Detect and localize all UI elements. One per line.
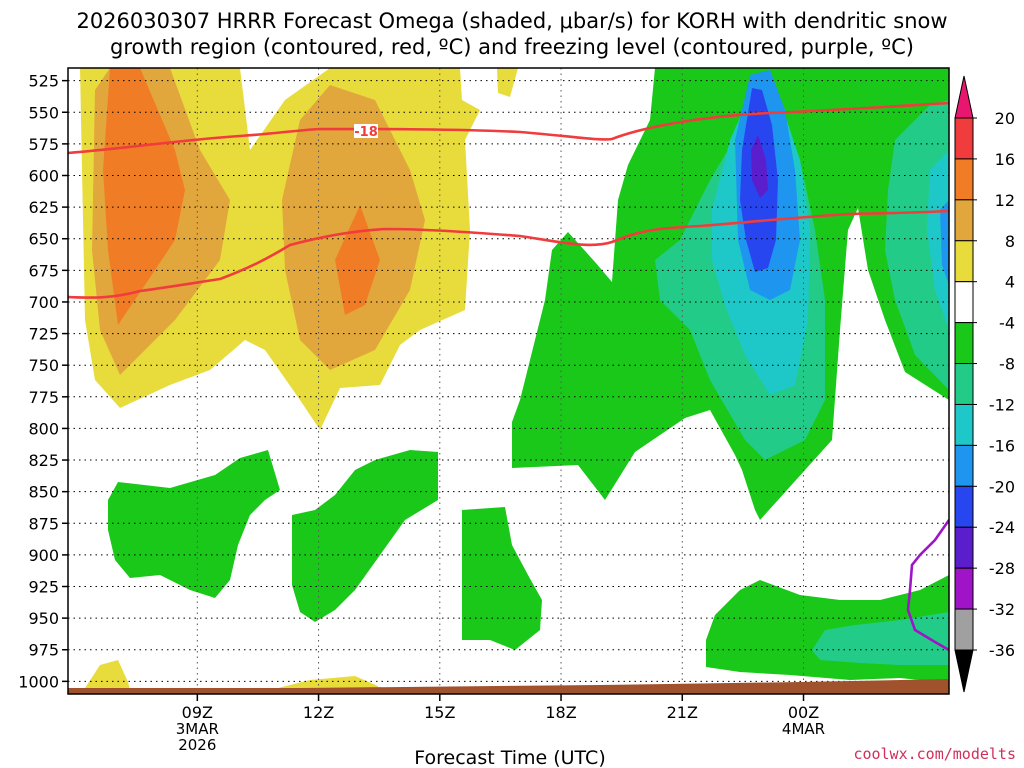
- y-tick-label-750: 750: [28, 356, 59, 375]
- x-tick-date-00Z: 4MAR: [782, 720, 825, 738]
- y-tick-label-625: 625: [28, 198, 59, 217]
- shade-light-blue-right: [940, 200, 949, 285]
- y-tick-label-575: 575: [28, 135, 59, 154]
- colorbar-label-5: -4: [999, 314, 1015, 333]
- y-tick-label-650: 650: [28, 230, 59, 249]
- dgz-contour-top: [68, 101, 949, 155]
- y-tick-label-600: 600: [28, 166, 59, 185]
- y-tick-label-675: 675: [28, 261, 59, 280]
- y-tick-label-825: 825: [28, 451, 59, 470]
- colorbar-label-9: -20: [989, 477, 1015, 496]
- x-tick-year-09Z: 2026: [178, 736, 216, 754]
- x-tick-label-18Z: 18Z: [545, 703, 576, 722]
- colorbar-label-3: 8: [1005, 232, 1015, 251]
- freezing-level-contour: [906, 519, 949, 652]
- x-tick-label-00Z: 00Z: [788, 703, 819, 722]
- colorbar-bin-3: [954, 199, 974, 242]
- colorbar-min-arrow: [954, 649, 974, 693]
- shade-negative-omega: [108, 68, 949, 683]
- shade-teal-low: [812, 612, 949, 665]
- shade-dark-orange-center: [335, 205, 380, 315]
- x-axis-label: Forecast Time (UTC): [414, 747, 605, 768]
- colorbar-bin-2: [954, 158, 974, 201]
- y-tick-label-700: 700: [28, 293, 59, 312]
- x-tick-label-21Z: 21Z: [667, 703, 698, 722]
- shade-positive-omega: [80, 68, 518, 692]
- colorbar-label-7: -12: [989, 395, 1015, 414]
- shade-purple-core: [751, 135, 768, 198]
- y-tick-label-850: 850: [28, 483, 59, 502]
- y-tick-label-775: 775: [28, 388, 59, 407]
- shade-yellow-surface-left: [85, 660, 130, 690]
- credit-text: coolwx.com/modelts: [853, 745, 1016, 763]
- x-tick-date-09Z: 3MAR: [176, 720, 219, 738]
- colorbar-label-8: -16: [989, 436, 1015, 455]
- shade-dark-orange-left: [103, 68, 185, 325]
- plot-area: -18: [68, 68, 949, 694]
- colorbar: 20 16 12 8 4 -4 -8 -12 -16 -20 -24 -28 -32 -36: [954, 75, 1015, 693]
- colorbar-label-0: 20: [995, 109, 1015, 128]
- shade-cyan-right: [927, 150, 949, 330]
- colorbar-label-1: 16: [995, 150, 1015, 169]
- y-tick-label-1000: 1000: [18, 672, 59, 691]
- colorbar-bin-7: [954, 363, 974, 405]
- colorbar-bin-13: [954, 608, 974, 651]
- y-tick-label-800: 800: [28, 419, 59, 438]
- x-tick-label-12Z: 12Z: [303, 703, 334, 722]
- colorbar-bin-6: [954, 322, 974, 365]
- colorbar-max-arrow: [954, 75, 974, 119]
- dgz-contour-label: -18: [354, 125, 378, 140]
- colorbar-bin-11: [954, 526, 974, 569]
- colorbar-bin-4: [954, 240, 974, 283]
- colorbar-label-6: -8: [999, 355, 1015, 374]
- grid-lines: [68, 68, 949, 694]
- chart-title-line2: growth region (contoured, red, ºC) and f…: [110, 35, 914, 59]
- dgz-label-bg: [354, 124, 378, 138]
- colorbar-bin-10: [954, 485, 974, 528]
- shade-green-lobe-center: [292, 450, 438, 622]
- shade-yellow-top-patch: [497, 68, 518, 97]
- colorbar-label-10: -24: [989, 518, 1015, 537]
- chart-title-line1: 2026030307 HRRR Forecast Omega (shaded, …: [76, 9, 947, 33]
- y-tick-label-900: 900: [28, 546, 59, 565]
- colorbar-bin-5: [954, 281, 974, 324]
- shade-green-lobe-15z: [462, 507, 542, 650]
- colorbar-bin-12: [954, 567, 974, 610]
- plot-frame: [67, 67, 950, 695]
- x-tick-label-09Z: 09Z: [182, 703, 213, 722]
- y-tick-label-550: 550: [28, 103, 59, 122]
- colorbar-label-13: -36: [989, 641, 1015, 660]
- y-tick-label-975: 975: [28, 641, 59, 660]
- y-tick-label-725: 725: [28, 325, 59, 344]
- x-tick-label-15Z: 15Z: [424, 703, 455, 722]
- colorbar-label-12: -32: [989, 600, 1015, 619]
- colorbar-label-11: -28: [989, 559, 1015, 578]
- shade-green-lobe-left: [108, 450, 280, 598]
- y-tick-label-875: 875: [28, 514, 59, 533]
- colorbar-label-2: 12: [995, 191, 1015, 210]
- dgz-contour-bottom: [68, 209, 949, 299]
- colorbar-bin-1: [954, 117, 974, 160]
- dgz-contours: -18: [68, 101, 949, 299]
- y-tick-label-950: 950: [28, 609, 59, 628]
- ground-surface: [68, 679, 949, 694]
- colorbar-bin-9: [954, 444, 974, 487]
- y-tick-label-925: 925: [28, 578, 59, 597]
- y-axis: 525 550 575 600 625 650 675 700 725 750 775 800 825 8…: [18, 72, 68, 691]
- colorbar-label-4: 4: [1005, 273, 1015, 292]
- colorbar-bin-8: [954, 403, 974, 446]
- y-tick-label-525: 525: [28, 72, 59, 91]
